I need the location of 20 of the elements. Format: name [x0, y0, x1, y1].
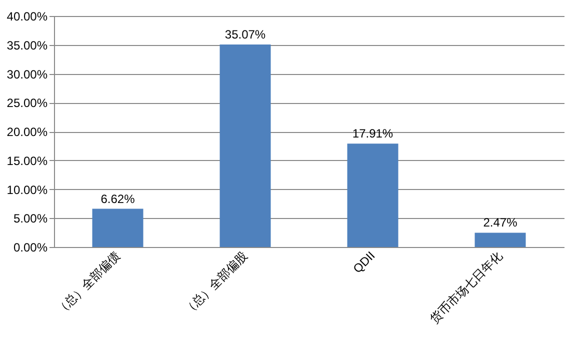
y-tick-label: 35.00%: [6, 38, 48, 52]
bar: [92, 208, 144, 247]
y-tick-label: 5.00%: [13, 212, 48, 226]
bar: [347, 144, 398, 247]
y-tick-label: 10.00%: [6, 182, 48, 197]
y-tick-label: 20.00%: [6, 125, 48, 139]
x-tick-label: 货币市场七日年化: [427, 248, 506, 326]
data-label: 17.91%: [352, 126, 394, 141]
y-tick-label: 15.00%: [6, 154, 48, 168]
y-tick-label: 25.00%: [6, 96, 48, 110]
data-label: 6.62%: [100, 192, 136, 206]
y-tick-label: 40.00%: [6, 10, 48, 24]
data-label: 2.47%: [483, 216, 518, 230]
x-tick-label: （总）全部偏债: [53, 248, 123, 318]
data-label: 35.07%: [224, 27, 266, 42]
y-tick-label: 30.00%: [6, 67, 48, 82]
bar: [220, 44, 271, 247]
x-tick-label: （总）全部偏股: [180, 248, 250, 318]
y-tick-label: 0.00%: [13, 240, 48, 254]
bar: [474, 232, 526, 247]
